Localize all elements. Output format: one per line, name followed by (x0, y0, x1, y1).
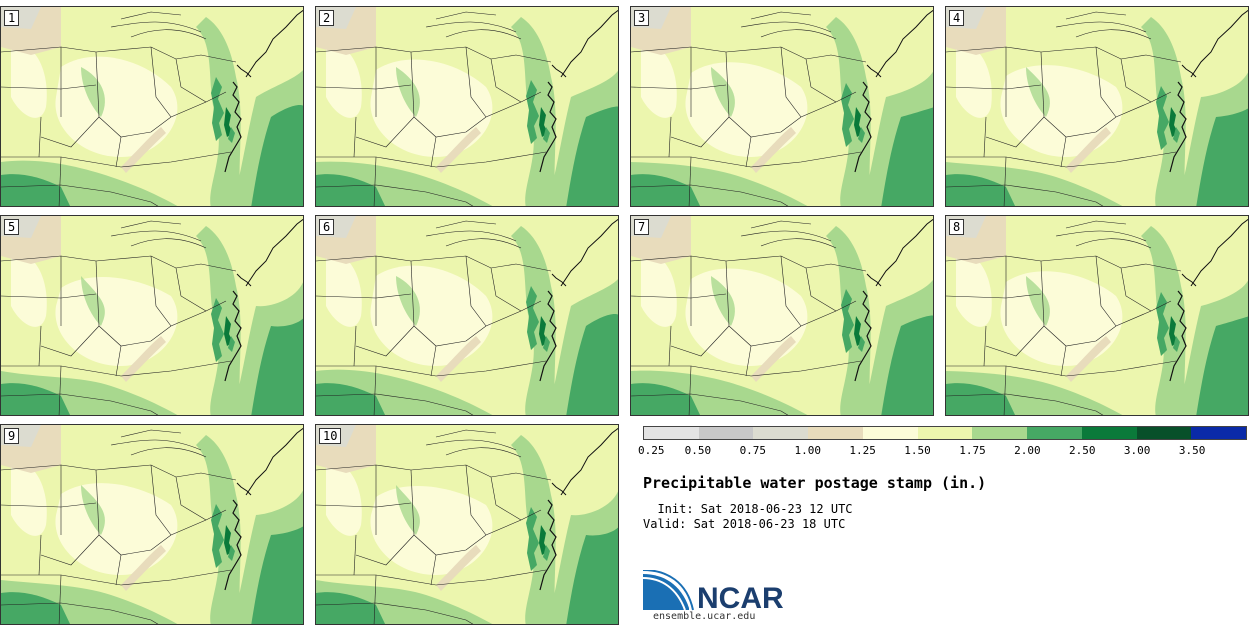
colorbar-tick-label: 0.75 (739, 444, 767, 457)
panel-number: 1 (4, 10, 20, 26)
colorbar-tick-label: 1.00 (794, 444, 821, 457)
panel-number: 9 (4, 428, 20, 444)
colorbar-bin (917, 427, 973, 439)
panel-number: 2 (319, 10, 335, 26)
colorbar-bin (862, 427, 918, 439)
valid-time: Valid: Sat 2018-06-23 18 UTC (643, 517, 846, 531)
colorbar-bin (1136, 427, 1192, 439)
colorbar-bin (1027, 427, 1082, 439)
map-panel-7: 7 (630, 215, 934, 416)
colorbar (643, 426, 1247, 440)
map-panel-1: 1 (0, 6, 304, 207)
colorbar-tick-label: 2.00 (1014, 444, 1041, 457)
colorbar-tick-label: 2.50 (1069, 444, 1096, 457)
panel-number: 6 (319, 219, 335, 235)
colorbar-tick-label: 1.25 (849, 444, 876, 457)
colorbar-tick-label: 1.75 (959, 444, 986, 457)
init-time: Init: Sat 2018-06-23 12 UTC (643, 502, 853, 516)
map-panel-5: 5 (0, 215, 304, 416)
panel-number: 7 (634, 219, 650, 235)
panel-number: 10 (319, 428, 342, 444)
map-panel-9: 9 (0, 424, 304, 625)
map-panel-3: 3 (630, 6, 934, 207)
map-panel-10: 10 (315, 424, 619, 625)
colorbar-tick-label: 3.00 (1123, 444, 1151, 457)
colorbar-bin (1081, 427, 1137, 439)
colorbar-bin (1191, 427, 1247, 439)
panel-number: 3 (634, 10, 650, 26)
colorbar-tick-labels: 0.25 0.50 0.75 1.00 1.25 1.50 1.75 2.00 2.50 3.00… (638, 444, 1247, 460)
colorbar-bin (644, 427, 699, 439)
chart-title: Precipitable water postage stamp (in.) (643, 474, 987, 492)
map-panel-2: 2 (315, 6, 619, 207)
colorbar-tick-label: 3.50 (1178, 444, 1206, 457)
colorbar-tick-label: 0.25 (638, 444, 665, 457)
map-panel-8: 8 (945, 215, 1249, 416)
map-panel-4: 4 (945, 6, 1249, 207)
colorbar-bin (972, 427, 1028, 439)
logo-url: ensemble.ucar.edu (653, 611, 756, 622)
logo-text: NCAR (697, 582, 784, 614)
panel-number: 5 (4, 219, 20, 235)
colorbar-bin (698, 427, 754, 439)
panel-number: 8 (949, 219, 965, 235)
ncar-logo: NCAR (643, 570, 784, 614)
colorbar-bin (808, 427, 863, 439)
colorbar-bin (753, 427, 809, 439)
colorbar-tick-label: 0.50 (684, 444, 712, 457)
panel-number: 4 (949, 10, 965, 26)
colorbar-tick-label: 1.50 (904, 444, 931, 457)
map-panel-6: 6 (315, 215, 619, 416)
